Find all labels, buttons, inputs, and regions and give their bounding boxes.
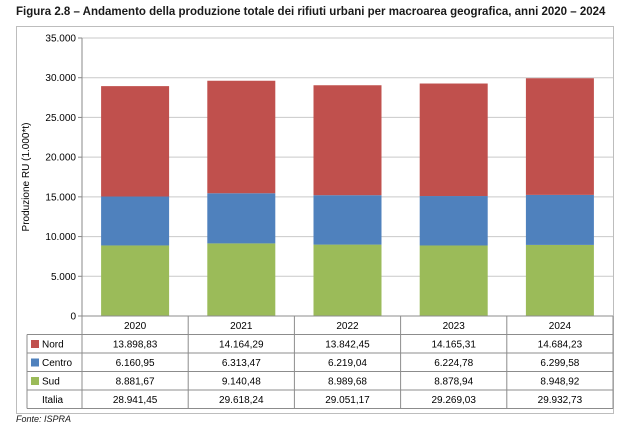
- chart-frame: 0 5.000 10.000 15.000 20.000 25.000 30.000 35.0…: [16, 26, 614, 414]
- table-cell: 14.165,31: [431, 340, 476, 351]
- bar-segment-nord: [207, 80, 276, 194]
- stacked-bar-chart: 0 5.000 10.000 15.000 20.000 25.000 30.000 35.0…: [21, 34, 614, 409]
- table-cell: 8.878,94: [434, 377, 473, 388]
- legend-swatch-sud: [31, 377, 39, 385]
- y-tick-label: 30.000: [45, 73, 76, 84]
- x-tick-label: 2021: [230, 321, 253, 332]
- table-cell-total: 28.941,45: [113, 395, 158, 406]
- bar-segment-sud: [207, 243, 276, 316]
- y-tick-label: 0: [70, 312, 76, 323]
- bar-segment-sud: [419, 245, 488, 316]
- table-cell-total: 29.932,73: [538, 395, 583, 406]
- table-cell: 14.684,23: [538, 340, 583, 351]
- bar-segment-sud: [101, 245, 170, 316]
- table-cell: 13.898,83: [113, 340, 158, 351]
- table-cell: 9.140,48: [222, 377, 261, 388]
- legend-label-sud: Sud: [42, 377, 60, 388]
- legend-swatch-centro: [31, 358, 39, 367]
- bar-segment-centro: [101, 196, 170, 246]
- table-cell: 6.224,78: [434, 358, 473, 369]
- x-tick-label: 2023: [443, 321, 466, 332]
- table-cell: 6.160,95: [116, 358, 155, 369]
- legend-swatch-nord: [31, 340, 39, 348]
- table-cell: 8.881,67: [116, 377, 155, 388]
- y-tick-label: 15.000: [45, 192, 76, 203]
- bar-segment-sud: [313, 244, 382, 316]
- legend-label-centro: Centro: [42, 358, 72, 369]
- table-cell: 6.299,58: [540, 358, 579, 369]
- table-cell-total: 29.269,03: [431, 395, 476, 406]
- bar-segment-centro: [313, 195, 382, 245]
- y-axis-title: Produzione RU (1.000*t): [21, 123, 32, 232]
- x-tick-label: 2020: [124, 321, 147, 332]
- bar-segment-nord: [525, 78, 594, 195]
- table-cell-total: 29.051,17: [325, 395, 370, 406]
- y-tick-label: 5.000: [51, 272, 76, 283]
- table-cell: 14.164,29: [219, 340, 264, 351]
- y-tick-label: 10.000: [45, 232, 76, 243]
- figure-source: Fonte: ISPRA: [16, 414, 72, 424]
- table-cell: 8.989,68: [328, 377, 367, 388]
- table-cell: 8.948,92: [540, 377, 579, 388]
- table-cell-total: 29.618,24: [219, 395, 264, 406]
- figure-title: Figura 2.8 – Andamento della produzione …: [16, 6, 606, 18]
- bar-segment-centro: [207, 193, 276, 244]
- bar-segment-centro: [419, 196, 488, 246]
- bar-segment-nord: [313, 85, 382, 196]
- x-tick-label: 2022: [336, 321, 359, 332]
- bar-segment-nord: [419, 83, 488, 197]
- bar-segment-nord: [101, 86, 170, 197]
- y-tick-label: 35.000: [45, 34, 76, 45]
- y-tick-label: 25.000: [45, 113, 76, 124]
- table-cell: 6.219,04: [328, 358, 367, 369]
- x-tick-label: 2024: [549, 321, 572, 332]
- bar-segment-sud: [525, 244, 594, 316]
- table-cell: 6.313,47: [222, 358, 261, 369]
- table-row-label-italia: Italia: [42, 395, 64, 406]
- table-cell: 13.842,45: [325, 340, 370, 351]
- bar-segment-centro: [525, 194, 594, 245]
- legend-label-nord: Nord: [42, 340, 64, 351]
- y-tick-label: 20.000: [45, 153, 76, 164]
